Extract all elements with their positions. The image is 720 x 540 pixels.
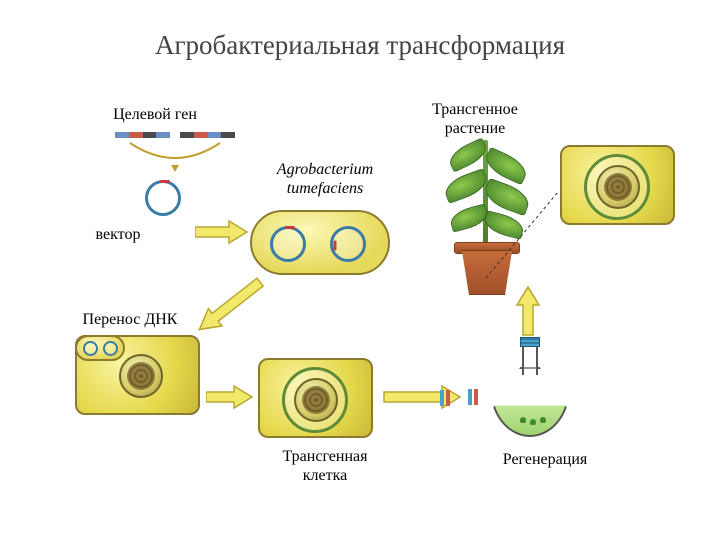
arrow-transgenic-to-flask-icon [380, 385, 485, 413]
arrow-bacterium-to-cell-icon [182, 273, 272, 343]
transgenic-cell-icon [258, 358, 373, 438]
diagram-title: Агробактериальная трансформация [0, 30, 720, 61]
arrow-vector-to-bacterium-icon [195, 220, 250, 248]
label-regeneration: Регенерация [470, 450, 620, 469]
target-gene-dna-icon [115, 132, 235, 162]
label-target-gene: Целевой ген [80, 105, 230, 124]
flask-icon [490, 345, 570, 445]
label-transgenic-cell: Трансгенная клетка [250, 447, 400, 485]
agrobacterium-cell-icon [250, 210, 390, 275]
dna-transfer-cell-icon [75, 335, 200, 415]
arrow-flask-to-plant-icon [515, 283, 543, 339]
arrow-dna-to-plasmid-icon [125, 138, 225, 188]
arrow-cell-to-transgenic-icon [206, 385, 256, 413]
label-vector: вектор [68, 225, 168, 244]
plant-detail-line-icon [486, 190, 566, 285]
label-agrobacterium: Agrobacterium tumefaciens [240, 160, 410, 198]
vector-plasmid-icon [145, 180, 181, 216]
bar-marker-flask-icon [440, 390, 454, 408]
plant-cell-detail-icon [560, 145, 675, 225]
